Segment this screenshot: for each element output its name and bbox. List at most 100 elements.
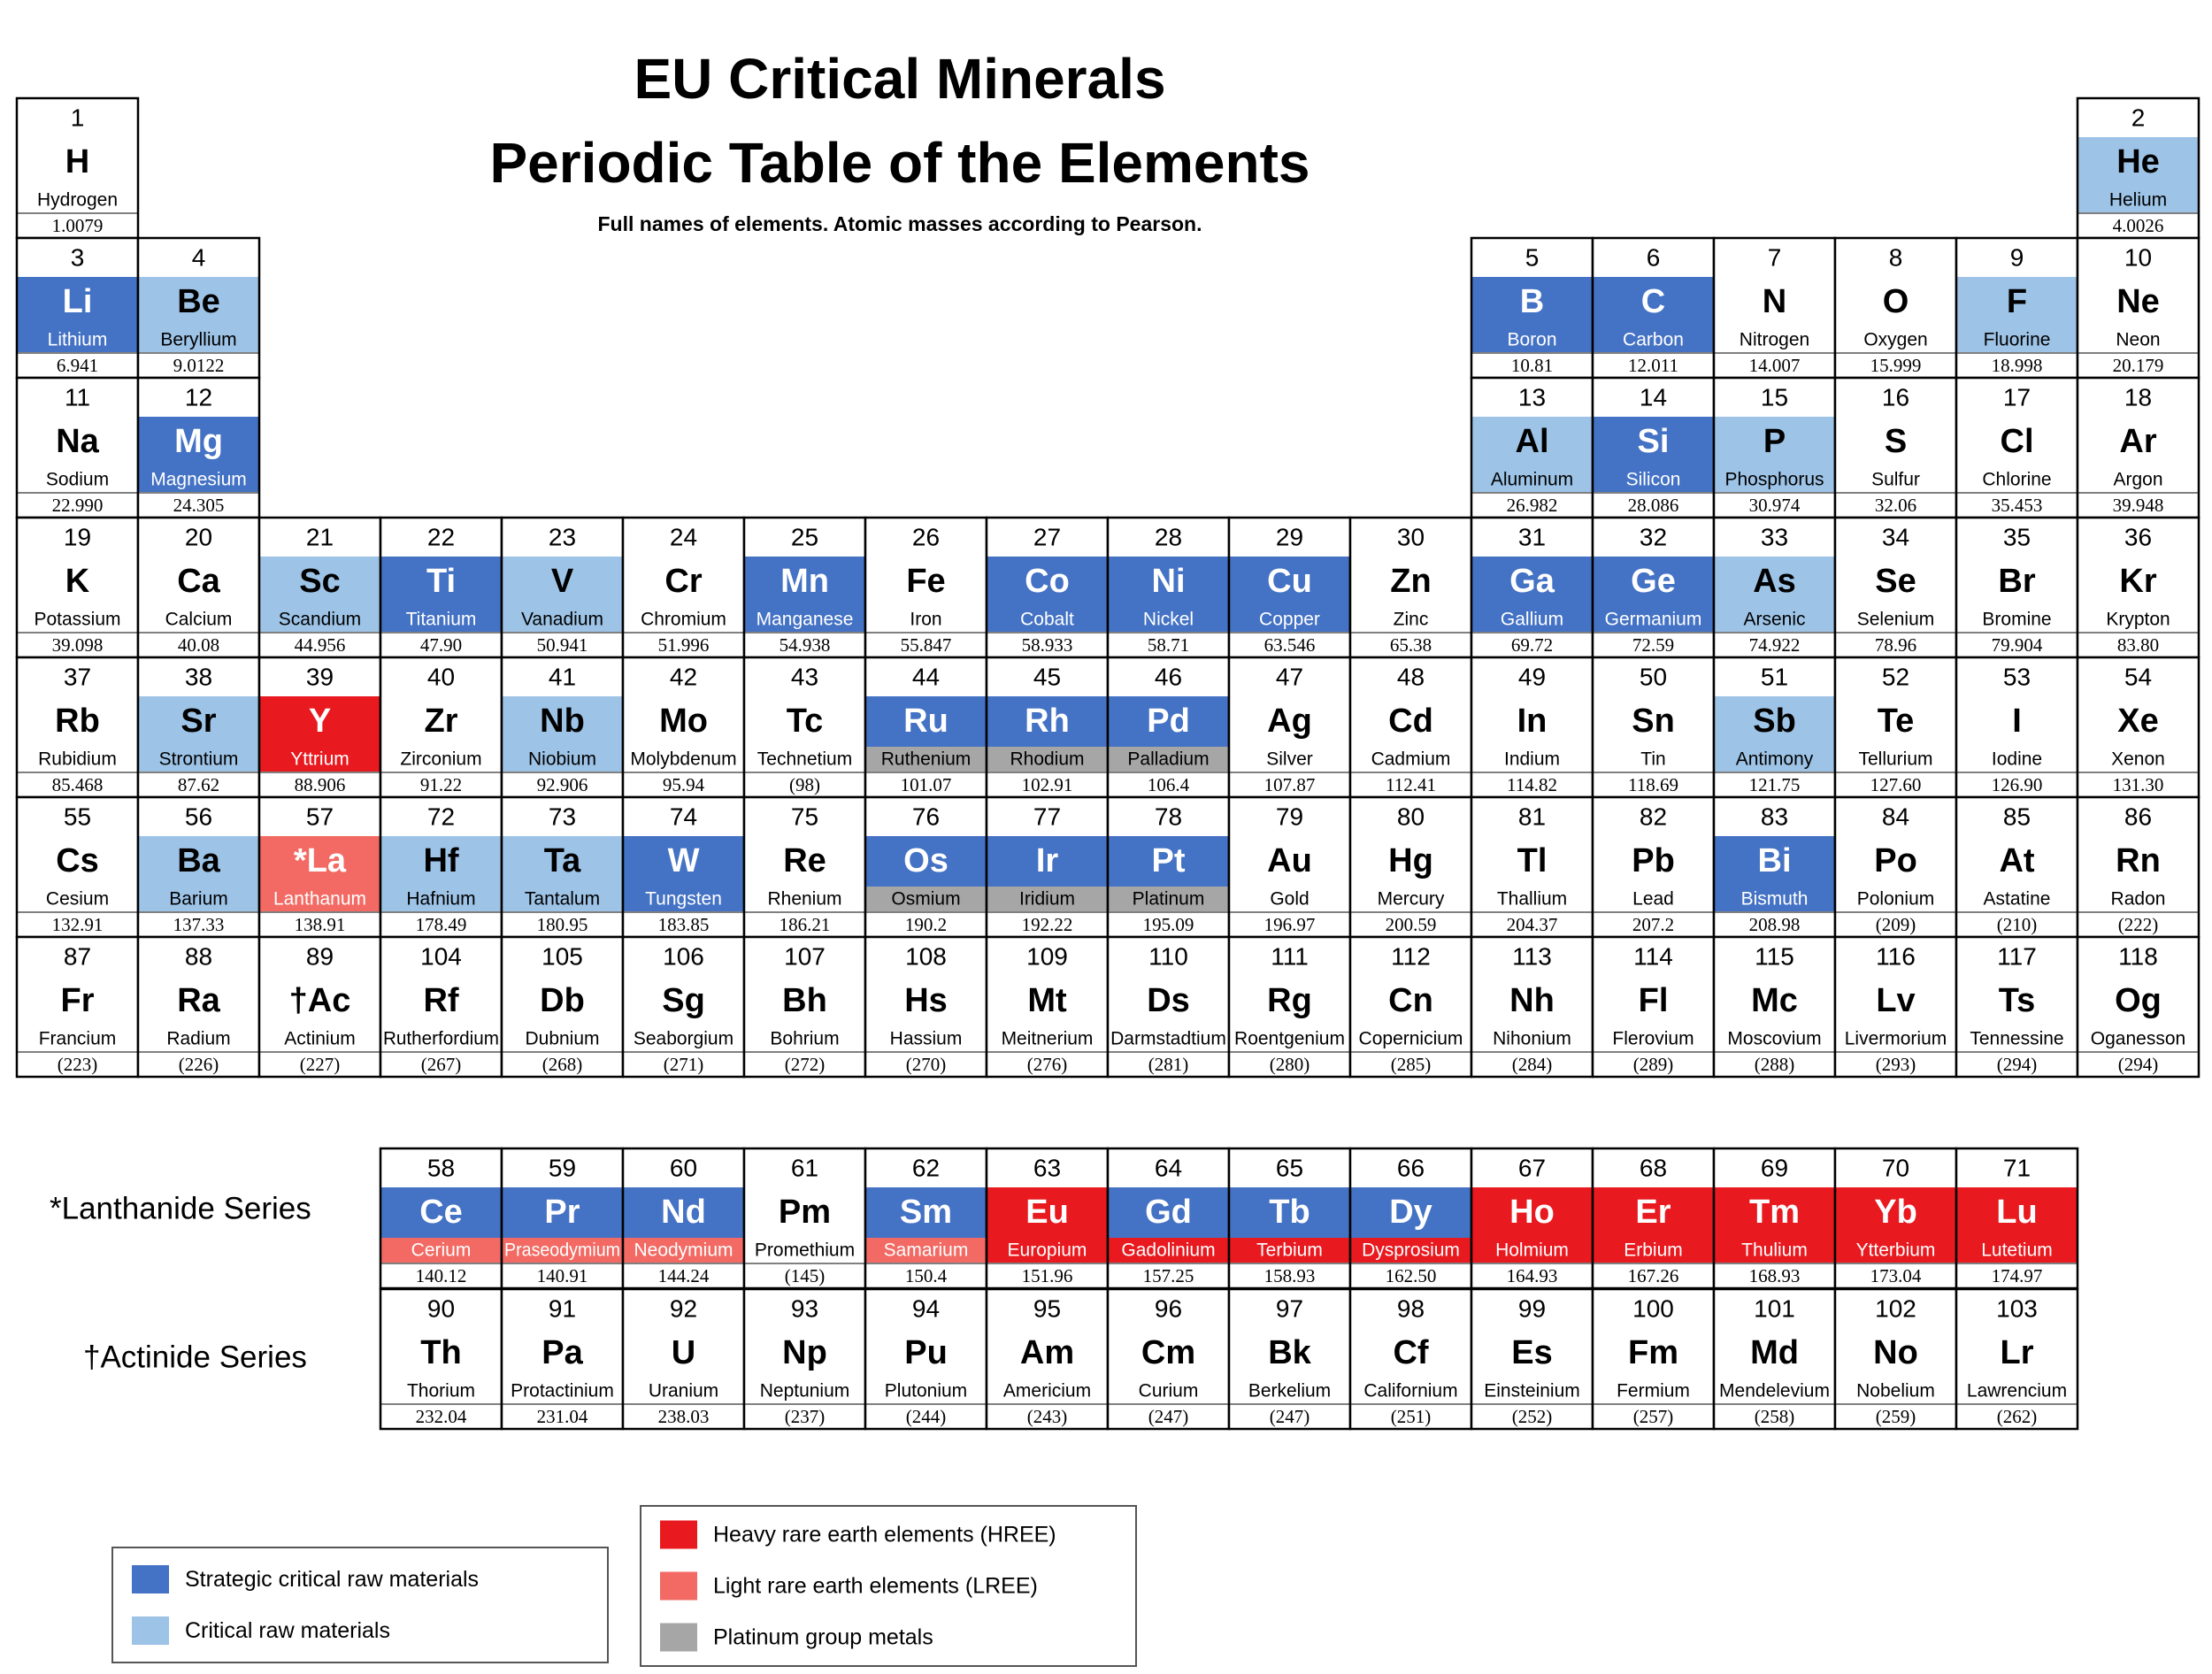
- title: Periodic Table of the Elements: [489, 131, 1310, 195]
- element-cell: [623, 518, 744, 657]
- name-band: [1471, 467, 1593, 492]
- atomic-number: 93: [791, 1295, 818, 1323]
- element-cell: [1229, 1289, 1350, 1429]
- atomic-number: 75: [791, 803, 818, 831]
- element-name: Manganese: [757, 610, 854, 630]
- element-name: Dysprosium: [1362, 1240, 1460, 1261]
- element-symbol: Li: [63, 283, 93, 320]
- element-name: Thallium: [1497, 889, 1567, 910]
- symbol-band: [259, 836, 380, 887]
- element-symbol: Ta: [544, 842, 581, 879]
- element-name: Curium: [1139, 1381, 1199, 1401]
- element-name: Plutonium: [885, 1381, 967, 1401]
- element-name: Uranium: [649, 1381, 718, 1401]
- element-name: Zirconium: [400, 749, 481, 770]
- atomic-number: 91: [549, 1295, 576, 1323]
- atomic-mass: 144.24: [658, 1265, 710, 1286]
- element-symbol: Cs: [56, 842, 99, 879]
- element-cell: [744, 657, 865, 797]
- series-label: †Actinide Series: [83, 1340, 307, 1375]
- element-symbol: Co: [1025, 563, 1070, 600]
- atomic-number: 26: [912, 524, 940, 551]
- element-symbol: Bh: [782, 982, 827, 1019]
- element-name: Cesium: [46, 889, 109, 910]
- element-cell: [17, 937, 138, 1077]
- element-symbol: Y: [309, 703, 331, 740]
- element-name: Rutherfordium: [383, 1029, 499, 1049]
- element-cell: [2078, 797, 2199, 937]
- element-symbol: *La: [294, 842, 347, 879]
- symbol-band: [1471, 1187, 1593, 1238]
- atomic-mass: 22.990: [52, 495, 104, 516]
- element-symbol: Mc: [1751, 982, 1798, 1019]
- symbol-band: [259, 557, 380, 607]
- name-band: [865, 1238, 987, 1263]
- atomic-mass: 190.2: [905, 914, 947, 935]
- element-name: Radon: [2111, 889, 2166, 910]
- atomic-mass: 12.011: [1628, 355, 1678, 376]
- atomic-mass: (247): [1270, 1406, 1310, 1427]
- element-name: Indium: [1504, 749, 1560, 770]
- element-symbol: Rg: [1267, 982, 1312, 1019]
- legend-swatch: [132, 1565, 169, 1593]
- element-symbol: Bk: [1268, 1334, 1311, 1371]
- atomic-number: 63: [1033, 1155, 1061, 1182]
- element-name: Sodium: [46, 470, 109, 490]
- element-symbol: Bi: [1758, 842, 1792, 879]
- element-name: Nitrogen: [1740, 330, 1809, 350]
- atomic-mass: 118.69: [1628, 774, 1678, 795]
- element-symbol: Ne: [2116, 283, 2160, 320]
- name-band: [1714, 467, 1835, 492]
- element-name: Radium: [166, 1029, 230, 1049]
- atomic-mass: (243): [1027, 1406, 1068, 1427]
- atomic-mass: (270): [906, 1054, 947, 1075]
- atomic-mass: 168.93: [1749, 1265, 1801, 1286]
- atomic-number: 2: [2131, 104, 2146, 132]
- atomic-number: 60: [670, 1155, 697, 1182]
- element-name: Aluminum: [1491, 470, 1573, 490]
- element-name: Tantalum: [525, 889, 600, 910]
- element-name: Nickel: [1143, 610, 1194, 630]
- name-band: [1108, 1238, 1229, 1263]
- atomic-number: 6: [1647, 244, 1661, 272]
- atomic-mass: 87.62: [178, 774, 219, 795]
- atomic-mass: 173.04: [1870, 1265, 1922, 1286]
- symbol-band: [1593, 417, 1714, 467]
- atomic-mass: 32.06: [1875, 495, 1916, 516]
- atomic-number: 39: [306, 664, 334, 691]
- atomic-mass: 50.941: [537, 634, 588, 656]
- element-symbol: Ba: [177, 842, 220, 879]
- atomic-mass: 174.97: [1992, 1265, 2043, 1286]
- element-symbol: Np: [782, 1334, 827, 1371]
- atomic-number: 105: [541, 943, 583, 971]
- cell-border: [1955, 1287, 2079, 1431]
- element-name: Scandium: [279, 610, 361, 630]
- element-name: Francium: [39, 1029, 117, 1049]
- symbol-band: [987, 696, 1108, 747]
- element-cell: [2078, 238, 2199, 378]
- atomic-mass: (222): [2118, 914, 2159, 935]
- symbol-band: [1229, 1187, 1350, 1238]
- atomic-number: 106: [663, 943, 704, 971]
- name-band: [1593, 327, 1714, 352]
- element-cell: [1835, 657, 1956, 797]
- element-symbol: Nh: [1509, 982, 1555, 1019]
- atomic-mass: (258): [1755, 1406, 1795, 1427]
- symbol-band: [1714, 696, 1835, 747]
- element-symbol: Er: [1635, 1194, 1671, 1231]
- element-name: Vanadium: [521, 610, 603, 630]
- element-symbol: U: [672, 1334, 695, 1371]
- element-symbol: B: [1520, 283, 1544, 320]
- atomic-mass: 121.75: [1749, 774, 1801, 795]
- element-symbol: Cm: [1141, 1334, 1195, 1371]
- element-name: Titanium: [406, 610, 477, 630]
- atomic-mass: 6.941: [57, 355, 98, 376]
- element-symbol: Po: [1874, 842, 1917, 879]
- atomic-number: 54: [2124, 664, 2152, 691]
- atomic-number: 118: [2118, 943, 2158, 971]
- atomic-number: 20: [185, 524, 212, 551]
- atomic-mass: 131.30: [2113, 774, 2164, 795]
- element-symbol: Pu: [904, 1334, 948, 1371]
- element-symbol: Hs: [904, 982, 948, 1019]
- element-name: Molybdenum: [630, 749, 736, 770]
